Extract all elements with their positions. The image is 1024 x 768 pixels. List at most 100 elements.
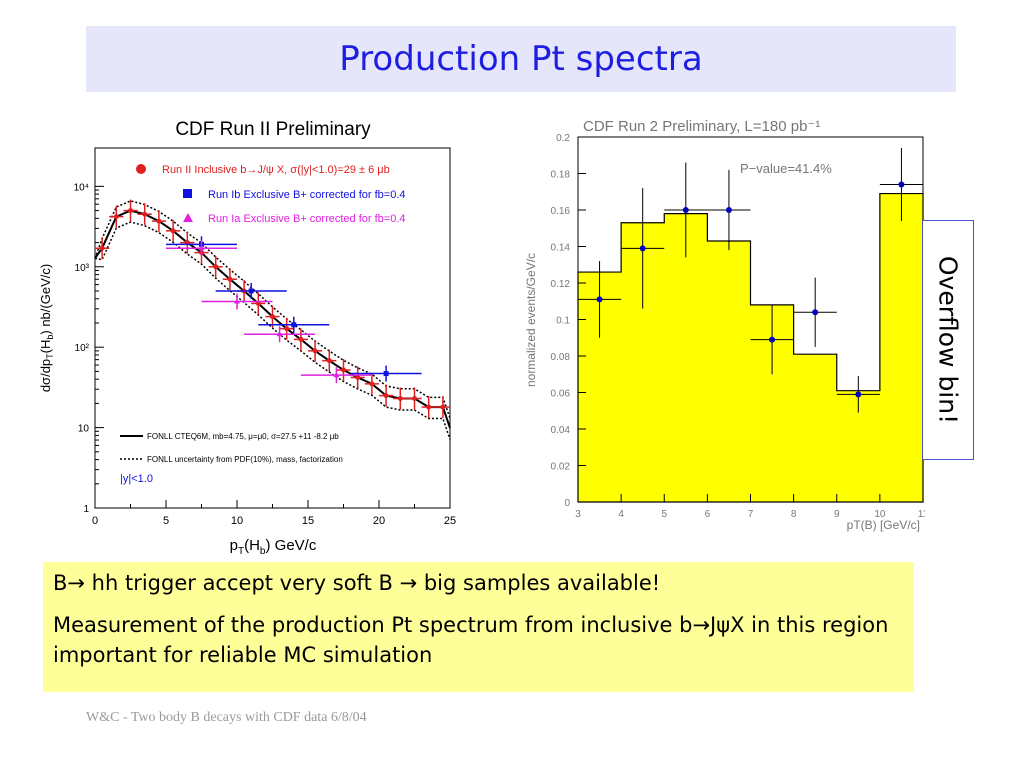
- left-chart: CDF Run II Preliminary 0 5 10 15 20 25 1 10 10² 1…: [38, 119, 457, 557]
- right-ylabel: normalized events/GeV/c: [524, 253, 538, 387]
- right-y-tick-label: 0.1: [556, 316, 570, 327]
- right-data-points: [578, 147, 923, 413]
- right-y-tick-label: 0.08: [551, 352, 571, 363]
- series-0-point: [341, 367, 346, 373]
- left-x-tick-label: 20: [373, 515, 385, 527]
- right-x-tick-label: 4: [618, 509, 624, 520]
- right-y-tick-label: 0.14: [551, 243, 571, 254]
- series-2-point: [234, 298, 240, 304]
- rapidity-label: |y|<1.0: [120, 473, 153, 485]
- legend-run1a-label: Run Ia Exclusive B+ corrected for fb=0.4: [208, 213, 406, 225]
- series-0-point: [326, 358, 332, 364]
- fonll-uncertainty-label: FONLL uncertainty from PDF(10%), mass, f…: [147, 455, 343, 464]
- right-chart: CDF Run 2 Preliminary, L=180 pb⁻¹ 3 4 5 6 7 8…: [524, 118, 925, 532]
- right-chart-title: CDF Run 2 Preliminary, L=180 pb⁻¹: [583, 118, 820, 135]
- note-trigger: B→ hh trigger accept very soft B → big s…: [53, 571, 661, 595]
- left-data-points: [95, 199, 450, 419]
- left-xlabel: pT(Hb) GeV/c: [230, 537, 317, 557]
- left-ylabel: dσ/dpT(Hb) nb/(GeV/c): [38, 264, 55, 392]
- series-0-point: [213, 264, 219, 270]
- series-0-point: [355, 374, 361, 380]
- legend-marker-run1b: [183, 189, 192, 198]
- right-y-tick-label: 0.04: [551, 425, 571, 436]
- note-measurement: Measurement of the production Pt spectru…: [53, 613, 889, 667]
- fonll-central-label: FONLL CTEQ6M, mb=4.75, μ=μ0, σ=27.5 +11 …: [147, 432, 339, 441]
- series-0-point: [369, 381, 375, 387]
- left-x-tick-label: 15: [302, 515, 314, 527]
- histogram-fill: [577, 192, 924, 503]
- left-x-tick-label: 0: [92, 515, 98, 527]
- right-x-tick-label: 9: [834, 509, 840, 520]
- series-1-point: [383, 371, 389, 377]
- series-0-point: [156, 218, 162, 224]
- slide-title: Production Pt spectra: [339, 39, 703, 79]
- right-y-tick-label: 0.12: [551, 279, 571, 290]
- pvalue-annotation: P−value=41.4%: [740, 161, 832, 176]
- series-2-point: [198, 245, 205, 251]
- footer-text: W&C - Two body B decays with CDF data 6/…: [86, 710, 367, 725]
- right-y-tick-label: 0.18: [551, 170, 571, 181]
- legend-marker-run2: [136, 164, 146, 174]
- right-y-tick-label: 0.02: [551, 462, 571, 473]
- right-axis-ticks: 3 4 5 6 7 8 9 10 11 0 0.02 0.04 0.06 0.08 0.1 0.12 0.14 0…: [551, 133, 925, 520]
- series-1-point: [291, 322, 297, 328]
- series-0-point: [270, 314, 275, 320]
- left-chart-title: CDF Run II Preliminary: [175, 119, 371, 140]
- left-y-tick-label: 10⁴: [74, 182, 89, 193]
- left-y-tick-label: 10²: [75, 343, 90, 354]
- series-2-point: [333, 372, 340, 378]
- right-data-point: [855, 391, 862, 398]
- left-axis-ticks: 0 5 10 15 20 25 1 10 10² 10³ 10⁴: [74, 182, 457, 527]
- right-x-tick-label: 10: [874, 509, 886, 520]
- series-0-point: [298, 336, 304, 342]
- legend-run2-label: Run II Inclusive b→J/ψ X, σ(|y|<1.0)=29 …: [162, 164, 390, 176]
- right-data-point: [898, 181, 905, 188]
- series-0-point: [113, 214, 119, 220]
- right-data-point: [596, 296, 603, 303]
- left-x-tick-label: 25: [444, 515, 456, 527]
- series-0-point: [142, 211, 148, 217]
- series-2-point: [276, 331, 283, 337]
- note-box: B→ hh trigger accept very soft B → big s…: [43, 562, 914, 692]
- left-y-tick-label: 10³: [75, 263, 90, 274]
- right-y-tick-label: 0.2: [556, 133, 570, 144]
- series-0-point: [397, 396, 403, 402]
- right-y-tick-label: 0: [564, 498, 570, 509]
- right-x-tick-label: 7: [748, 509, 754, 520]
- legend-run1b-label: Run Ib Exclusive B+ corrected for fb=0.4: [208, 189, 406, 201]
- overflow-callout: Overflow bin!: [922, 220, 974, 460]
- left-x-tick-label: 5: [163, 515, 169, 527]
- series-0-point: [412, 396, 417, 402]
- right-x-tick-label: 6: [705, 509, 711, 520]
- right-data-point: [725, 207, 732, 213]
- right-x-tick-label: 3: [575, 509, 581, 520]
- right-data-point: [639, 245, 646, 252]
- series-0-point: [128, 208, 133, 214]
- title-banner: Production Pt spectra: [86, 26, 956, 92]
- series-0-point: [170, 228, 176, 234]
- left-x-tick-label: 10: [231, 515, 243, 527]
- series-0-point: [426, 404, 432, 410]
- right-y-tick-label: 0.16: [551, 206, 571, 217]
- right-data-point: [769, 336, 776, 343]
- right-y-tick-label: 0.06: [551, 389, 571, 400]
- right-x-tick-label: 5: [661, 509, 667, 520]
- fonll-lower-curve: [94, 221, 451, 440]
- series-1-point: [248, 288, 254, 294]
- right-xlabel: pT(B) [GeV/c]: [847, 518, 920, 532]
- right-histogram: [577, 192, 924, 503]
- right-x-tick-label: 11: [918, 509, 925, 520]
- right-x-tick-label: 8: [791, 509, 797, 520]
- right-data-point: [812, 309, 819, 316]
- series-0-point: [227, 276, 233, 282]
- left-y-tick-label: 10: [78, 424, 90, 435]
- series-0-point: [284, 326, 290, 332]
- right-data-point: [682, 207, 689, 213]
- left-y-tick-label: 1: [83, 504, 89, 515]
- overflow-label: Overflow bin!: [933, 255, 963, 425]
- series-0-point: [383, 393, 389, 399]
- series-0-point: [312, 348, 318, 354]
- legend-marker-run1a: [183, 213, 193, 222]
- series-0-point: [440, 404, 446, 410]
- series-0-point: [99, 245, 105, 251]
